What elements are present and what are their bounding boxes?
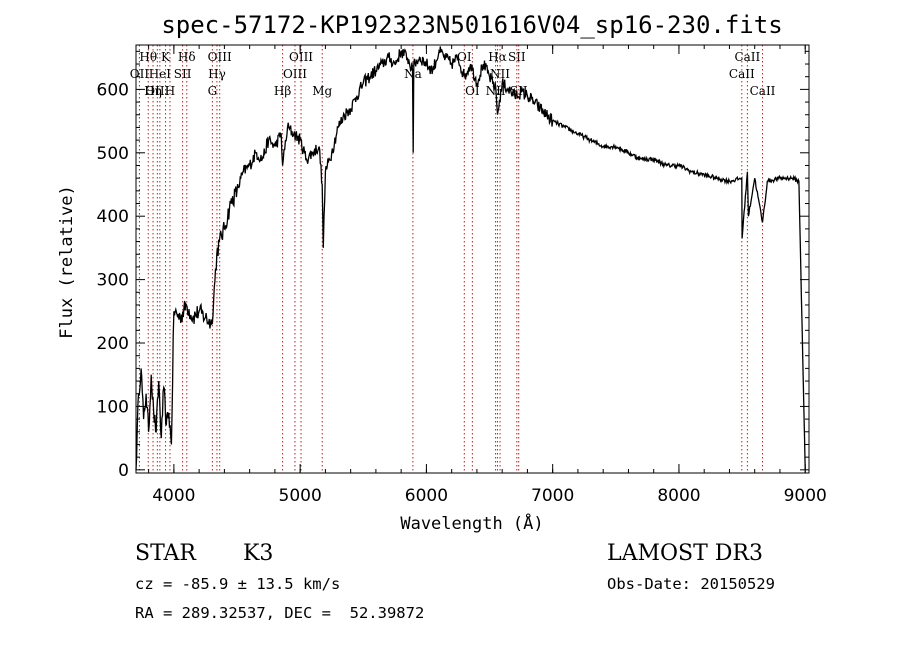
- y-tick-label: 100: [97, 397, 129, 417]
- marker-label: OIII: [145, 84, 169, 98]
- marker-label: CaII: [734, 50, 760, 64]
- marker-label: SII: [174, 67, 192, 81]
- survey-name: LAMOST DR3: [607, 541, 763, 566]
- marker-label: OI: [457, 50, 472, 64]
- marker-label: CaII: [750, 84, 776, 98]
- y-axis: 0 100 200 300 400 500 600: [97, 50, 809, 481]
- marker-label: Hθ: [139, 50, 157, 64]
- spectrum-chart: spec-57172-KP192323N501616V04_sp16-230.f…: [57, 11, 827, 534]
- marker-label: Hγ: [208, 67, 226, 81]
- x-tick-label: 8000: [657, 486, 700, 506]
- y-axis-label: Flux (relative): [57, 185, 77, 339]
- x-axis: 4000 5000 6000 7000 8000 9000: [148, 45, 827, 506]
- marker-label: SII: [508, 50, 526, 64]
- x-tick-label: 6000: [405, 486, 448, 506]
- marker-label: Hη: [144, 84, 162, 98]
- subclass: K3: [243, 541, 274, 566]
- marker-label: Hα: [488, 50, 507, 64]
- spectrum-line: [135, 46, 806, 470]
- marker-label: Mg: [312, 84, 332, 98]
- marker-label: K: [161, 50, 171, 64]
- marker-label: G: [208, 84, 218, 98]
- marker-label: OIII: [283, 67, 307, 81]
- redshift-text: cz = -85.9 ± 13.5 km/s: [135, 575, 341, 593]
- plot-frame: [135, 44, 810, 474]
- x-tick-label: 7000: [531, 486, 574, 506]
- marker-label: H: [165, 84, 175, 98]
- marker-label: OII: [130, 67, 150, 81]
- marker-label: Hδ: [178, 50, 196, 64]
- coordinates: RA = 289.32537, DEC = 52.39872: [135, 604, 425, 622]
- y-tick-label: 600: [97, 80, 129, 100]
- y-tick-label: 300: [97, 271, 129, 291]
- marker-label: NII: [490, 67, 510, 81]
- chart-title: spec-57172-KP192323N501616V04_sp16-230.f…: [161, 11, 782, 39]
- y-tick-label: 400: [97, 207, 129, 227]
- marker-label: CaII: [729, 67, 755, 81]
- y-tick-label: 200: [97, 334, 129, 354]
- x-tick-label: 9000: [784, 486, 827, 506]
- y-tick-label: 500: [97, 144, 129, 164]
- marker-label: OIII: [208, 50, 232, 64]
- marker-label: OIII: [289, 50, 313, 64]
- y-tick-label: 0: [118, 461, 129, 481]
- marker-label: OI: [465, 84, 480, 98]
- obs-date: Obs-Date: 20150529: [607, 575, 775, 593]
- marker-label: Hβ: [274, 84, 291, 98]
- marker-label: HeI: [149, 67, 172, 81]
- object-class: STAR: [135, 541, 196, 566]
- x-tick-label: 4000: [152, 486, 195, 506]
- x-axis-label: Wavelength (Å): [400, 512, 543, 534]
- x-tick-label: 5000: [279, 486, 322, 506]
